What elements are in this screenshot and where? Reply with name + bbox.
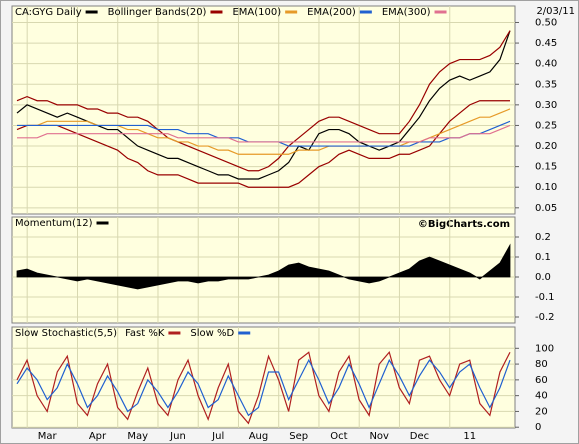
x-tick-label: 11 <box>463 431 476 442</box>
y-tick-label: 0.05 <box>535 203 557 214</box>
legend-swatch <box>210 10 223 14</box>
y-tick-label: -0.2 <box>535 312 555 323</box>
legend-swatch <box>85 10 98 14</box>
y-tick-label: 0.15 <box>535 162 557 173</box>
series-line <box>16 358 511 417</box>
x-tick-label: Dec <box>410 431 429 442</box>
y-tick-label: 80 <box>535 359 548 370</box>
y-tick-label: 40 <box>535 391 548 402</box>
legend-swatch <box>96 221 109 225</box>
legend-label: EMA(100) <box>232 7 281 18</box>
legend-label: Slow %D <box>190 328 234 339</box>
series-line <box>16 30 511 172</box>
x-tick-label: Sep <box>289 431 308 442</box>
momentum-area <box>16 243 511 290</box>
date: 2/03/11 <box>536 6 575 17</box>
x-tick-label: Apr <box>89 431 107 442</box>
legend-label: Momentum(12) <box>15 218 93 229</box>
series-line <box>16 351 511 425</box>
y-tick-label: 0.40 <box>535 59 557 70</box>
x-tick-label: Oct <box>330 431 347 442</box>
y-tick-label: 0.1 <box>535 252 551 263</box>
x-tick-label: Aug <box>249 431 269 442</box>
legend-swatch <box>434 10 447 14</box>
watermark: ©BigCharts.com <box>418 219 510 230</box>
panel-title: Slow Stochastic(5,5) <box>15 328 117 339</box>
series-line <box>16 30 511 180</box>
y-tick-label: 60 <box>535 375 548 386</box>
series-line <box>16 100 510 188</box>
legend-label: CA:GYG Daily <box>15 7 82 18</box>
series-line <box>17 124 511 143</box>
y-tick-label: 20 <box>535 406 548 417</box>
legend-swatch <box>285 10 298 14</box>
x-tick-label: Nov <box>369 431 389 442</box>
legend-swatch <box>238 331 251 335</box>
legend-label: EMA(200) <box>307 7 356 18</box>
legend-swatch <box>168 331 181 335</box>
x-tick-label: May <box>127 431 148 442</box>
legend-label: Bollinger Bands(20) <box>108 7 207 18</box>
y-tick-label: -0.1 <box>535 292 555 303</box>
x-tick-label: Mar <box>38 431 58 442</box>
y-tick-label: 0.30 <box>535 100 557 111</box>
legend-label: Fast %K <box>125 328 165 339</box>
x-tick-label: Jul <box>211 431 224 442</box>
y-tick-label: 0.45 <box>535 38 557 49</box>
y-tick-label: 0.2 <box>535 232 551 243</box>
y-tick-label: 0 <box>535 422 541 433</box>
y-tick-label: 0.10 <box>535 182 557 193</box>
x-tick-label: Jun <box>169 431 186 442</box>
y-tick-label: 0.50 <box>535 17 557 28</box>
y-tick-label: 100 <box>535 343 554 354</box>
y-tick-label: 0.20 <box>535 141 557 152</box>
y-tick-label: 0.35 <box>535 79 557 90</box>
y-tick-label: 0.25 <box>535 120 557 131</box>
legend-swatch <box>359 10 372 14</box>
legend-label: EMA(300) <box>382 7 431 18</box>
price-panel <box>11 5 516 215</box>
y-tick-label: 0.0 <box>535 272 551 283</box>
